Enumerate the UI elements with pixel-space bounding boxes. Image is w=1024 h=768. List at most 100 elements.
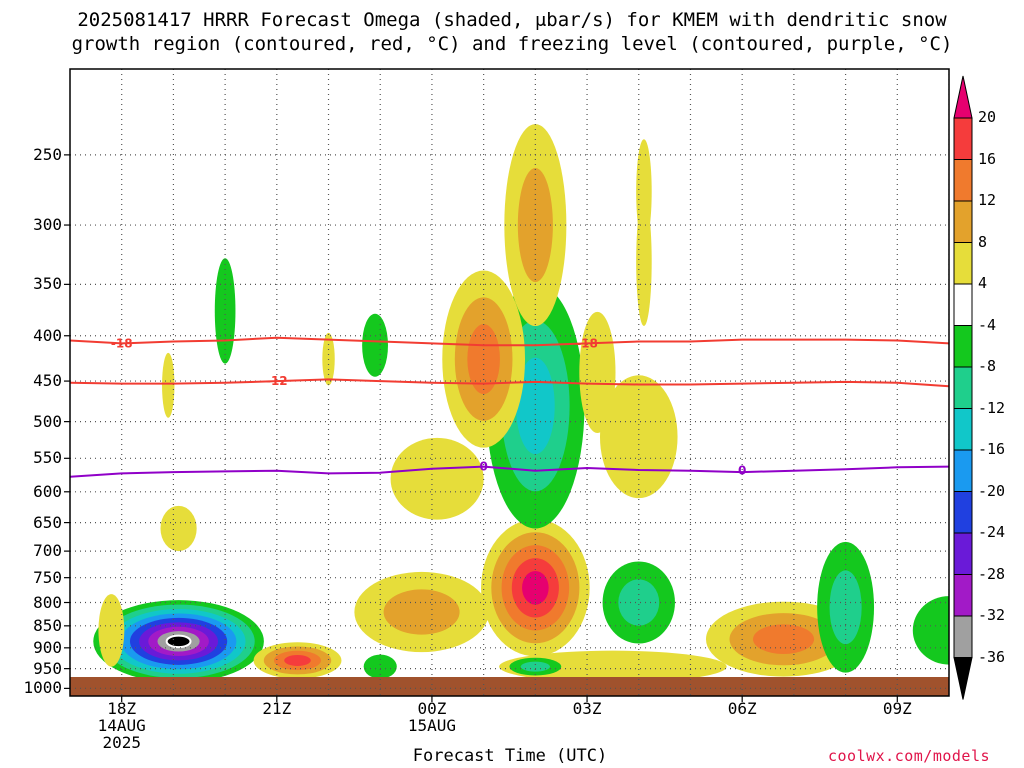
omega-contour-fill [599, 375, 678, 499]
x-axis-title: Forecast Time (UTC) [412, 746, 608, 766]
colorbar-swatch [953, 366, 973, 409]
omega-region [363, 654, 397, 679]
contour-line [70, 336, 949, 347]
colorbar-label: 16 [978, 149, 997, 168]
colorbar-swatch [953, 242, 973, 285]
contour-label: -18 [111, 336, 133, 350]
colorbar-label: -8 [978, 357, 997, 375]
x-tick-label: 15AUG [407, 716, 457, 735]
x-tick-label: 03Z [572, 699, 602, 718]
omega-contour-fill [522, 570, 549, 605]
contour-label: -12 [266, 374, 288, 388]
omega-region [362, 313, 388, 377]
omega-region [98, 594, 125, 667]
omega-contour-fill [912, 596, 949, 665]
omega-region [162, 352, 175, 418]
omega-contour-fill [390, 437, 484, 520]
colorbar-swatch [953, 491, 973, 534]
x-tick-label: 18Z [107, 699, 137, 718]
y-tick-label: 350 [33, 274, 62, 294]
x-tick-label: 00Z [417, 699, 447, 718]
axis-ticks [64, 154, 898, 702]
omega-region [636, 197, 652, 327]
omega-contour-fill [98, 594, 125, 667]
omega-contour-fill [520, 661, 550, 672]
omega-region [599, 375, 678, 499]
colorbar-swatch [953, 408, 973, 451]
colorbar-label: -36 [978, 647, 1006, 666]
colorbar-label: -24 [978, 523, 1006, 541]
colorbar-label: 20 [978, 108, 997, 126]
contour-label: 0 [738, 464, 746, 478]
colorbar-swatch [953, 75, 973, 119]
omega-region [93, 600, 264, 683]
colorbar-swatch [953, 574, 973, 617]
omega-contour-fill [363, 654, 397, 679]
contour-line [70, 378, 949, 388]
omega-contour-fill [499, 650, 727, 683]
omega-contour-fill [160, 505, 197, 552]
colorbar-swatch [953, 159, 973, 202]
y-tick-label: 1000 [23, 678, 62, 698]
omega-contour-fill [362, 313, 388, 377]
omega-shading [93, 124, 949, 683]
colorbar-swatch [953, 657, 973, 700]
colorbar-label: -16 [978, 440, 1006, 458]
colorbar-label: -12 [978, 398, 1006, 417]
x-tick-label: 06Z [727, 699, 757, 718]
y-tick-label: 650 [33, 512, 62, 532]
colorbar [953, 75, 973, 700]
surface-ground [70, 677, 949, 696]
y-tick-label: 400 [33, 325, 62, 345]
omega-region [481, 519, 590, 657]
y-tick-label: 950 [33, 658, 62, 678]
colorbar-label: 4 [978, 274, 988, 292]
colorbar-label: -20 [978, 481, 1006, 500]
x-tick-label: 2025 [102, 733, 141, 752]
omega-region [160, 505, 197, 552]
omega-region [354, 571, 489, 653]
y-tick-label: 750 [33, 567, 62, 587]
chart-title-line1: 2025081417 HRRR Forecast Omega (shaded, … [77, 9, 947, 31]
omega-contour-fill [166, 635, 191, 648]
plot-frame [69, 68, 950, 697]
omega-core-outline [165, 634, 192, 649]
colorbar-swatch [953, 325, 973, 368]
colorbar-label: -32 [978, 606, 1006, 624]
omega-region [912, 596, 949, 665]
credit-text: coolwx.com/models [828, 747, 991, 765]
colorbar-label: 12 [978, 191, 997, 209]
colorbar-swatch [953, 117, 973, 160]
colorbar-swatch [953, 532, 973, 575]
omega-region [579, 311, 616, 434]
chart-title-line2: growth region (contoured, red, °C) and f… [71, 33, 953, 55]
y-tick-label: 600 [33, 481, 62, 501]
x-tick-label: 14AUG [97, 716, 146, 735]
colorbar-label: 8 [978, 232, 988, 251]
colorbar-swatch [953, 615, 973, 658]
omega-contour-fill [383, 589, 460, 635]
omega-region [509, 657, 562, 676]
y-tick-label: 850 [33, 615, 62, 635]
omega-region [602, 561, 675, 644]
temperature-contours: -18 -18 -12 0 0 [70, 336, 949, 478]
x-tick-label: 09Z [882, 699, 912, 718]
omega-region [253, 642, 342, 679]
omega-region [499, 650, 727, 683]
omega-contour-fill [162, 352, 175, 418]
colorbar-swatch [953, 449, 973, 492]
contour-line [70, 465, 949, 478]
y-tick-label: 450 [33, 371, 62, 391]
y-tick-label: 550 [33, 448, 62, 468]
colorbar-swatch [953, 283, 973, 326]
omega-region [390, 437, 484, 520]
omega-contour-fill [284, 654, 311, 666]
omega-contour-fill [579, 311, 616, 434]
omega-contour-fill [829, 570, 862, 645]
omega-contour-fill [752, 624, 815, 654]
x-tick-label: 21Z [262, 699, 292, 718]
y-tick-label: 500 [33, 411, 62, 431]
y-tick-label: 300 [33, 215, 62, 235]
colorbar-label: -28 [978, 564, 1006, 583]
